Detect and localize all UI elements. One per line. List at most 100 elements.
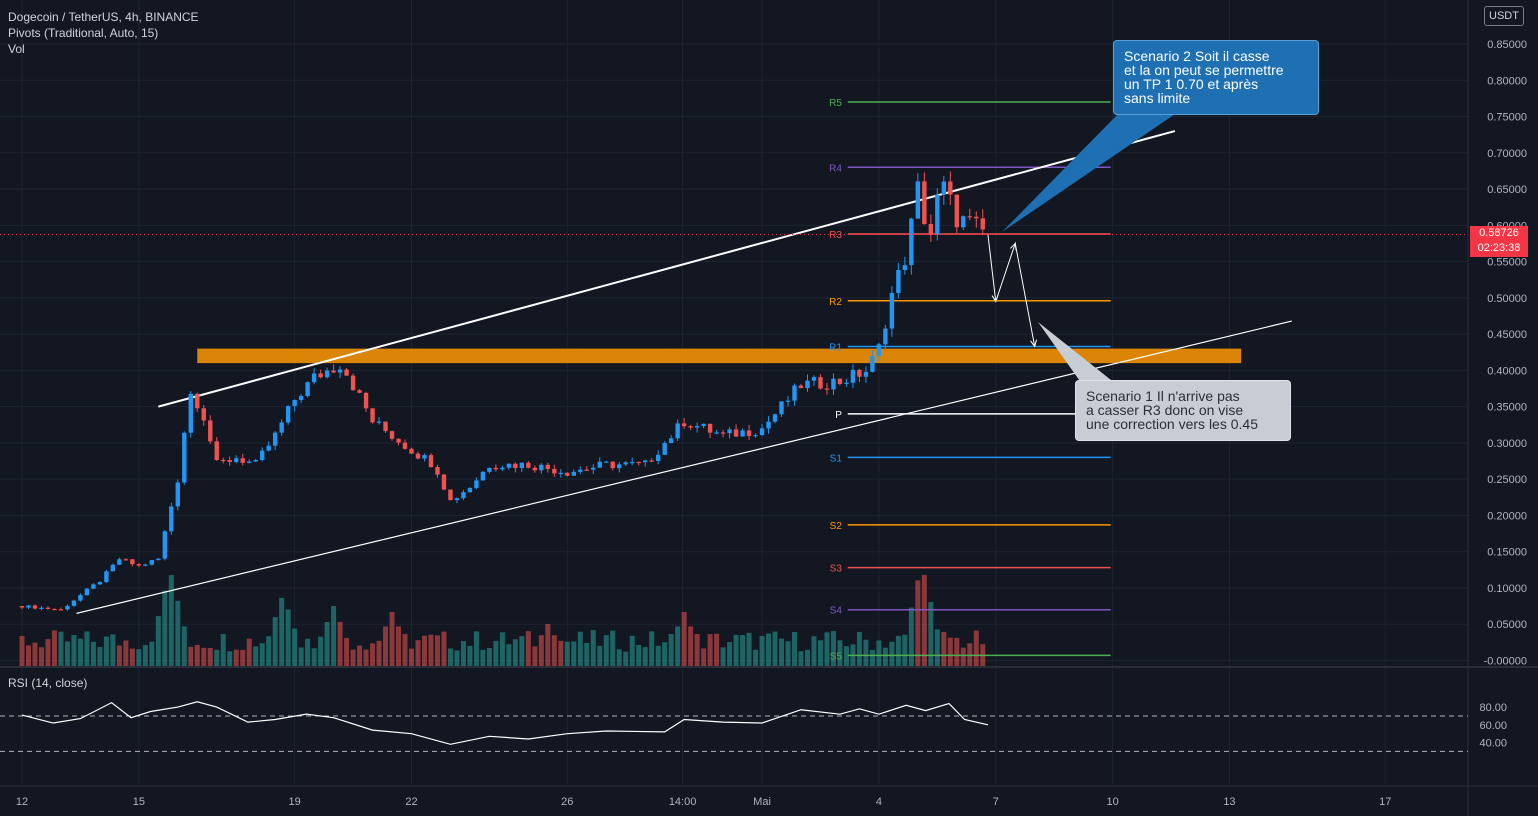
candle-body (720, 432, 726, 434)
candle-body (156, 558, 161, 561)
volume-bar (902, 634, 908, 666)
callout-line: un TP 1 0.70 et après (1124, 76, 1259, 92)
candle-body (376, 421, 382, 423)
volume-indicator-label[interactable]: Vol (8, 42, 25, 56)
candle-body (19, 606, 25, 608)
candle-body (324, 370, 330, 378)
candle-body (850, 369, 856, 383)
candle-body (974, 216, 979, 219)
scenario-2-pointer (1002, 112, 1178, 232)
trendlines[interactable] (76, 130, 1292, 614)
volume-bar (811, 636, 817, 666)
volume-bar (84, 631, 90, 666)
volume-bar (616, 649, 622, 666)
volume-bar (623, 651, 629, 666)
candle-body (422, 455, 427, 459)
support-zone[interactable] (197, 348, 1242, 364)
volume-bar (571, 641, 577, 666)
price-tick-label: 0.35000 (1487, 402, 1527, 414)
volume-bar (649, 631, 655, 666)
candle-body (909, 218, 914, 266)
candle-body (649, 460, 654, 462)
volume-bar (298, 647, 304, 666)
currency-badge[interactable]: USDT (1484, 6, 1524, 26)
candle-body (344, 369, 349, 376)
volume-bar (201, 647, 207, 666)
pivots-indicator-label[interactable]: Pivots (Traditional, Auto, 15) (8, 26, 159, 40)
candle-body (610, 461, 615, 469)
candle-body (370, 408, 375, 423)
candle-body (558, 472, 564, 475)
candle-body (117, 559, 122, 565)
volume-bar (214, 649, 220, 666)
candle-body (584, 469, 589, 471)
candle-body (428, 455, 434, 468)
pivot-label-r2: R2 (829, 297, 842, 308)
rsi-line (21, 701, 989, 745)
volume-bar (344, 638, 350, 666)
candle-body (143, 564, 148, 566)
volume-bar (136, 649, 142, 666)
volume-bar (577, 631, 583, 666)
volume-bar (285, 609, 291, 666)
candle-body (753, 435, 758, 437)
volume-bar (837, 640, 843, 666)
volume-bar (960, 647, 966, 666)
volume-bar (19, 635, 25, 666)
scenario-arrow-target (1030, 339, 1038, 348)
candle-body (123, 559, 129, 561)
time-axis[interactable]: 12 15 19 22 26 14:00 Mai 4 7 10 13 17 (16, 796, 1392, 808)
candle-body (311, 373, 317, 383)
volume-bar (863, 639, 869, 666)
candle-body (480, 471, 486, 481)
candle-body (474, 480, 479, 488)
candle-body (552, 468, 557, 474)
candle-body (798, 385, 804, 389)
time-tick-label: 17 (1379, 796, 1391, 808)
volume-bar (350, 649, 356, 666)
volume-bar (376, 640, 382, 666)
price-tick-label: 0.80000 (1487, 75, 1527, 87)
candle-body (169, 506, 174, 532)
volume-bar (506, 644, 512, 666)
candle-body (253, 459, 258, 462)
volume-bar (324, 622, 330, 666)
volume-bar (746, 632, 752, 666)
candle-body (71, 600, 77, 606)
candle-body (52, 608, 57, 611)
symbol-title[interactable]: Dogecoin / TetherUS, 4h, BINANCE (8, 10, 199, 24)
volume-bar (207, 647, 213, 666)
volume-bar (188, 646, 194, 666)
candle-body (688, 426, 693, 428)
candle-body (272, 432, 278, 446)
volume-bar (363, 649, 369, 666)
price-tick-label: 0.15000 (1487, 547, 1527, 559)
volume-bar (25, 645, 31, 666)
scenario-2-callout[interactable]: Scenario 2 Soit il casse et la on peut s… (1113, 40, 1319, 115)
candle-body (259, 450, 265, 460)
candle-body (247, 461, 252, 463)
candle-body (824, 388, 830, 390)
price-tick-label: 0.85000 (1487, 39, 1527, 51)
rsi-pane (0, 701, 1468, 752)
price-axis[interactable]: 0.850000.800000.750000.700000.650000.600… (0, 39, 1527, 750)
scenario-1-callout[interactable]: Scenario 1 Il n'arrive pas a casser R3 d… (1075, 380, 1291, 441)
volume-bar (467, 645, 473, 666)
candle-body (915, 181, 921, 219)
rsi-tick-label: 80.00 (1479, 702, 1507, 714)
volume-bar (331, 606, 337, 666)
volume-bar (357, 645, 363, 666)
bar-countdown: 02:23:38 (1477, 242, 1521, 254)
rsi-indicator-label[interactable]: RSI (14, close) (8, 676, 88, 690)
volume-bar (934, 629, 940, 666)
candle-body (350, 375, 356, 391)
volume-bar (441, 631, 447, 666)
volume-bar (415, 640, 421, 666)
volume-bar (454, 650, 460, 666)
candle-body (441, 474, 447, 490)
candle-body (863, 371, 869, 377)
scenario-annotations[interactable] (987, 112, 1178, 384)
volume-bar (116, 645, 122, 666)
